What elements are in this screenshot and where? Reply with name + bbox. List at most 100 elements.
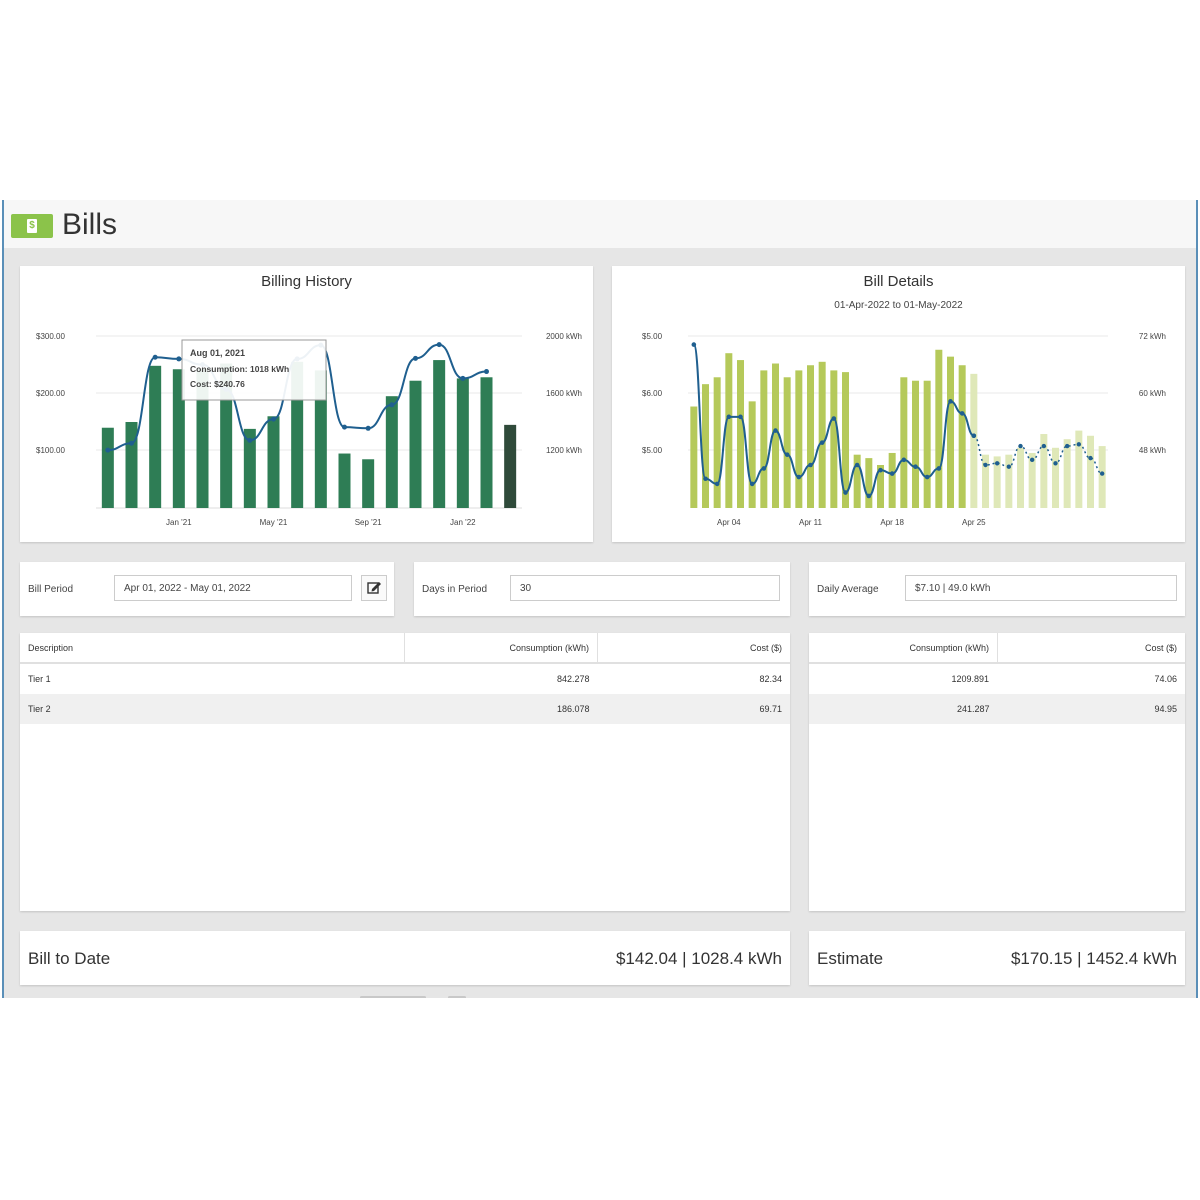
consumption-bar bbox=[267, 416, 280, 508]
consumption-bar bbox=[456, 378, 469, 508]
bill-to-date-label: Bill to Date bbox=[28, 949, 111, 968]
daily-bar bbox=[842, 372, 849, 508]
cost-point bbox=[105, 447, 111, 453]
table-row: 241.287 94.95 bbox=[809, 694, 1185, 724]
page-title: Bills bbox=[62, 208, 118, 241]
daily-bar bbox=[865, 458, 873, 508]
cost-point bbox=[129, 440, 134, 446]
column-header-cost[interactable]: Cost ($) bbox=[597, 633, 790, 664]
estimate-cost-point bbox=[1018, 443, 1023, 449]
column-header-description[interactable]: Description bbox=[20, 633, 405, 664]
y-axis-left-tick: $6.00 bbox=[642, 389, 663, 398]
daily-cost-point bbox=[878, 467, 883, 473]
cell-consumption: 842.278 bbox=[556, 674, 590, 684]
daily-cost-point bbox=[691, 342, 697, 347]
billing-history-title: Billing History bbox=[261, 273, 352, 290]
cost-point bbox=[176, 356, 182, 362]
consumption-bar bbox=[338, 453, 351, 508]
daily-cost-point bbox=[866, 493, 872, 499]
days-in-period-panel: Days in Period 30 bbox=[414, 562, 790, 616]
y-axis-right-tick: 1600 kWh bbox=[546, 389, 582, 398]
cost-point bbox=[152, 354, 158, 360]
daily-cost-point bbox=[784, 452, 790, 457]
column-header-cost[interactable]: Cost ($) bbox=[997, 633, 1185, 664]
daily-bar bbox=[807, 365, 814, 508]
daily-cost-point bbox=[808, 462, 813, 468]
estimate-label: Estimate bbox=[817, 949, 884, 968]
column-header-consumption[interactable]: Consumption (kWh) bbox=[809, 633, 998, 664]
x-axis-tick: Apr 11 bbox=[799, 518, 823, 527]
estimate-value: $170.15 | 1452.4 kWh bbox=[1010, 949, 1177, 968]
y-axis-right-tick: 60 kWh bbox=[1139, 389, 1166, 398]
y-axis-left-tick: $5.00 bbox=[642, 446, 663, 455]
cell-consumption: 186.078 bbox=[404, 694, 598, 724]
daily-bar bbox=[958, 365, 966, 508]
y-axis-left-tick: $100.00 bbox=[36, 446, 65, 455]
actual-table-panel: Description Consumption (kWh) Cost ($) T… bbox=[20, 633, 790, 911]
edit-icon bbox=[367, 582, 381, 594]
estimate-bar bbox=[993, 456, 1001, 508]
consumption-bar bbox=[433, 360, 446, 508]
daily-cost-point bbox=[796, 474, 802, 480]
table-header-row: Description Consumption (kWh) Cost ($) bbox=[20, 633, 790, 664]
bill-details-chart[interactable]: $5.00 72 kWh $6.00 60 kWh $5.00 48 kWh Apr 04 A… bbox=[612, 266, 1185, 542]
consumption-bar bbox=[385, 396, 398, 508]
daily-bar bbox=[783, 377, 791, 508]
daily-cost-point bbox=[714, 481, 720, 487]
horizontal-scrollbar[interactable] bbox=[360, 996, 426, 998]
tooltip-consumption: Consumption: 1018 kWh bbox=[190, 364, 289, 374]
daily-average-input[interactable]: $7.10 | 49.0 kWh bbox=[905, 575, 1177, 601]
bills-app: $ Bills Billing History $300.00 2000 kWh $… bbox=[2, 200, 1198, 998]
table-row: Tier 1 842.278 82.34 bbox=[20, 663, 790, 694]
daily-cost-point bbox=[749, 481, 755, 487]
consumption-bar bbox=[409, 380, 422, 508]
estimate-cost-point bbox=[1053, 461, 1058, 466]
estimate-table-panel: Consumption (kWh) Cost ($) 1209.891 74.0… bbox=[809, 633, 1185, 911]
tooltip-date: Aug 01, 2021 bbox=[190, 348, 245, 358]
column-header-consumption[interactable]: Consumption (kWh) bbox=[404, 633, 598, 664]
consumption-bar bbox=[172, 369, 185, 508]
daily-average-label: Daily Average bbox=[817, 584, 879, 595]
y-axis-left-tick: $300.00 bbox=[36, 332, 65, 341]
daily-cost-point bbox=[936, 466, 942, 471]
y-axis-right-tick: 2000 kWh bbox=[546, 332, 582, 341]
estimate-cost-line bbox=[973, 435, 1103, 475]
consumption-bar bbox=[362, 459, 375, 508]
days-in-period-input[interactable]: 30 bbox=[510, 575, 780, 601]
chart-tooltip: Aug 01, 2021 Consumption: 1018 kWh Cost: $… bbox=[181, 339, 327, 401]
cost-point bbox=[247, 437, 253, 443]
estimate-panel: Estimate $170.15 | 1452.4 kWh bbox=[809, 931, 1185, 985]
estimate-cost-point bbox=[971, 433, 977, 438]
cost-point bbox=[342, 424, 347, 430]
billing-history-panel: Billing History $300.00 2000 kWh $200.00 16… bbox=[20, 266, 593, 542]
table-row: Tier 2 186.078 69.71 bbox=[20, 694, 790, 724]
edit-period-button[interactable] bbox=[361, 575, 387, 601]
y-axis-right-tick: 1200 kWh bbox=[546, 446, 582, 455]
daily-average-panel: Daily Average $7.10 | 49.0 kWh bbox=[809, 562, 1185, 616]
bill-period-input[interactable]: Apr 01, 2022 - May 01, 2022 bbox=[114, 575, 352, 601]
consumption-bar bbox=[243, 428, 256, 508]
x-axis-tick: Apr 04 bbox=[717, 518, 741, 527]
table-header-row: Consumption (kWh) Cost ($) bbox=[809, 633, 1185, 664]
tooltip-cost: Cost: $240.76 bbox=[190, 379, 245, 389]
scrollbar-thumb[interactable] bbox=[448, 996, 466, 998]
bill-to-date-value: $142.04 | 1028.4 kWh bbox=[615, 949, 782, 968]
daily-cost-point bbox=[959, 411, 965, 416]
daily-bar bbox=[713, 377, 721, 508]
daily-bar bbox=[877, 465, 884, 508]
billing-history-chart[interactable]: $300.00 2000 kWh $200.00 1600 kWh $100.00 120… bbox=[20, 266, 593, 542]
daily-bar bbox=[935, 349, 943, 508]
daily-bar bbox=[737, 360, 744, 508]
cost-point bbox=[436, 342, 442, 348]
y-axis-right-tick: 48 kWh bbox=[1139, 446, 1166, 455]
bill-details-title: Bill Details bbox=[863, 273, 934, 290]
estimate-bar bbox=[1052, 447, 1059, 508]
bill-details-panel: Bill Details 01-Apr-2022 to 01-May-2022 … bbox=[612, 266, 1185, 542]
estimate-bar bbox=[1005, 454, 1013, 508]
daily-bar bbox=[900, 377, 908, 508]
x-axis-tick: Jan '21 bbox=[166, 518, 192, 527]
estimate-consumption-table: Consumption (kWh) Cost ($) 1209.891 74.0… bbox=[809, 633, 1185, 724]
daily-cost-point bbox=[948, 399, 953, 404]
cell-cost: 94.95 bbox=[997, 694, 1185, 724]
actual-consumption-table: Description Consumption (kWh) Cost ($) T… bbox=[20, 633, 790, 724]
